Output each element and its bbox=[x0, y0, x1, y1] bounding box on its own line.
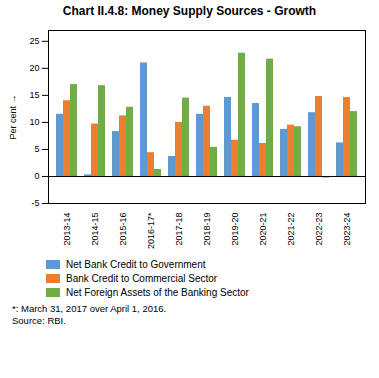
svg-text:-5: -5 bbox=[31, 198, 39, 208]
html-text:Bank Credit to Commercial Sect: Bank Credit to Commercial Sector bbox=[66, 272, 218, 284]
svg-text:2021-22: 2021-22 bbox=[286, 213, 296, 246]
svg-text:2018-19: 2018-19 bbox=[202, 213, 212, 246]
html-text:*: March 31, 2017 over April 1: *: March 31, 2017 over April 1, 2016. So… bbox=[12, 303, 167, 326]
svg-text:2022-23: 2022-23 bbox=[314, 213, 324, 246]
svg-text:Per cent →: Per cent → bbox=[8, 94, 18, 139]
svg-text:2019-20: 2019-20 bbox=[230, 213, 240, 246]
svg-text:15: 15 bbox=[29, 90, 39, 100]
svg-text:2020-21: 2020-21 bbox=[258, 213, 268, 246]
svg-text:25: 25 bbox=[29, 36, 39, 46]
svg-text:2017-18: 2017-18 bbox=[174, 213, 184, 246]
html-text:Net Foreign Assets of the Bank: Net Foreign Assets of the Banking Sector bbox=[66, 286, 249, 298]
svg-text:10: 10 bbox=[29, 117, 39, 127]
svg-text:5: 5 bbox=[34, 144, 39, 154]
svg-text:2016-17*: 2016-17* bbox=[146, 212, 156, 249]
svg-text:0: 0 bbox=[34, 171, 39, 181]
html-text:Net Bank Credit to Government: Net Bank Credit to Government bbox=[66, 258, 206, 270]
svg-text:20: 20 bbox=[29, 63, 39, 73]
svg-text:2014-15: 2014-15 bbox=[90, 213, 100, 246]
svg-text:2013-14: 2013-14 bbox=[62, 213, 72, 246]
svg-text:2023-24: 2023-24 bbox=[342, 213, 352, 246]
html-text:Chart II.4.8: Money Supply Sou: Chart II.4.8: Money Supply Sources - Gro… bbox=[62, 4, 317, 18]
svg-text:2015-16: 2015-16 bbox=[118, 213, 128, 246]
